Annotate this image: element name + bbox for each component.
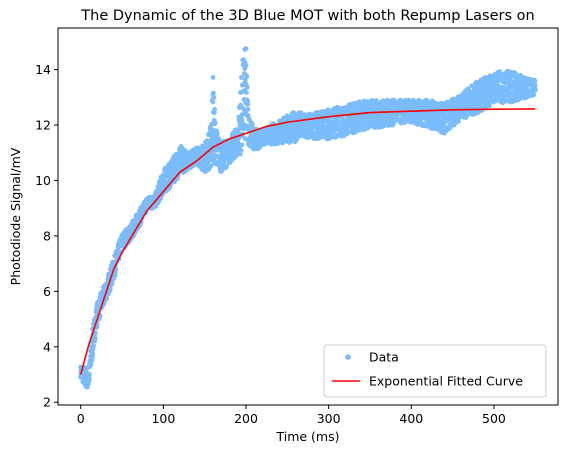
legend-marker-data [345, 354, 351, 360]
data-point [243, 46, 249, 51]
data-point [532, 87, 538, 93]
data-point [236, 136, 241, 142]
data-point [87, 377, 92, 382]
y-axis-ticks: 2 4 6 8 10 12 14 [35, 62, 58, 410]
data-point [244, 90, 249, 95]
y-tick-label: 12 [35, 118, 51, 133]
data-point [224, 163, 230, 169]
data-point [92, 336, 98, 341]
y-tick-label: 2 [43, 395, 51, 410]
data-point [107, 287, 113, 293]
chart-title: The Dynamic of the 3D Blue MOT with both… [80, 8, 534, 24]
data-point [210, 90, 216, 96]
data-point [238, 102, 244, 108]
data-point [212, 107, 218, 112]
data-point [90, 351, 96, 357]
x-tick-label: 0 [77, 411, 85, 426]
data-point [245, 107, 251, 112]
x-tick-label: 200 [234, 411, 258, 426]
data-point [239, 142, 245, 148]
data-point [210, 74, 216, 80]
data-point [242, 77, 248, 83]
data-point [204, 138, 210, 144]
data-point [244, 74, 250, 79]
x-axis-ticks: 0 100 200 300 400 500 [77, 405, 506, 426]
data-point [87, 371, 92, 377]
legend-label-fit: Exponential Fitted Curve [369, 374, 523, 389]
legend-box [323, 344, 547, 398]
data-point [456, 115, 462, 121]
data-point [385, 97, 391, 103]
data-point [243, 63, 249, 68]
data-point [244, 84, 250, 90]
data-point [92, 330, 98, 336]
y-tick-label: 10 [35, 173, 51, 188]
series-data [78, 46, 538, 390]
legend-label-data: Data [369, 350, 399, 365]
x-tick-label: 300 [317, 411, 341, 426]
y-axis-label: Photodiode Signal/mV [8, 147, 23, 285]
data-point [245, 98, 251, 104]
data-point [211, 95, 217, 101]
data-point [245, 101, 251, 107]
data-point [104, 296, 110, 301]
data-point [531, 92, 537, 98]
data-point [212, 121, 218, 127]
data-point [91, 343, 96, 349]
y-tick-label: 6 [43, 284, 51, 299]
legend: Data Exponential Fitted Curve [323, 344, 547, 398]
data-point [503, 97, 509, 103]
data-point [487, 103, 492, 109]
data-point [182, 149, 188, 155]
data-point [109, 280, 115, 286]
data-point [233, 153, 239, 159]
x-tick-label: 400 [399, 411, 423, 426]
y-tick-label: 14 [35, 62, 51, 77]
y-tick-label: 4 [43, 339, 51, 354]
data-point [208, 163, 214, 169]
x-tick-label: 100 [151, 411, 175, 426]
x-axis-label: Time (ms) [275, 429, 339, 444]
x-tick-label: 500 [482, 411, 506, 426]
fitted-curve-line [79, 108, 536, 375]
data-point [238, 148, 244, 153]
data-point [210, 99, 216, 105]
plot-frame [57, 27, 559, 406]
y-tick-label: 8 [43, 228, 51, 243]
data-layer [78, 46, 538, 390]
data-point [239, 75, 244, 80]
data-point [532, 82, 538, 88]
data-point [433, 100, 439, 106]
data-point [237, 151, 243, 157]
data-point [325, 107, 331, 113]
data-point [249, 121, 255, 127]
data-point [532, 78, 538, 84]
